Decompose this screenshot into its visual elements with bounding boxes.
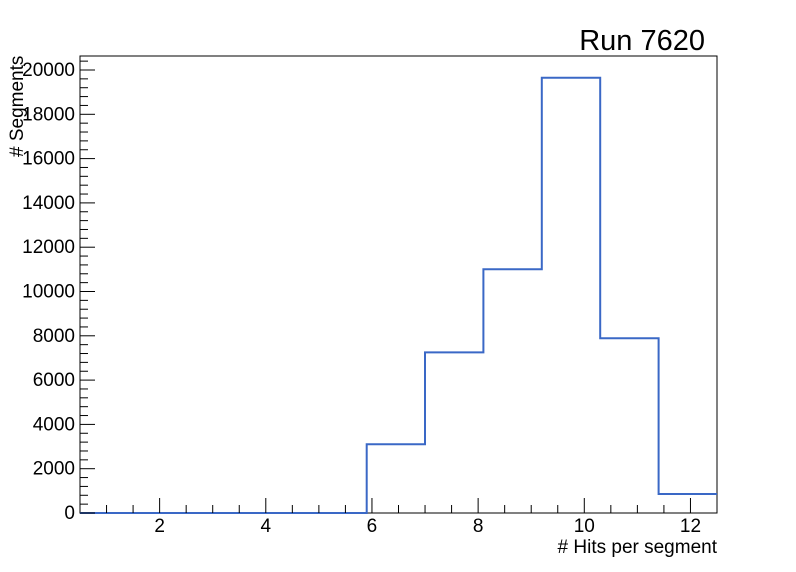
x-tick-label: 4 xyxy=(261,516,272,537)
y-tick-label: 2000 xyxy=(33,459,75,480)
y-axis-ticks xyxy=(80,60,95,514)
y-axis-tick-labels: 0 2000 4000 6000 8000 10000 12000 14000 16000 180… xyxy=(22,60,75,524)
y-tick-label: 20000 xyxy=(22,60,75,81)
y-axis-title: # Segments xyxy=(7,56,28,157)
plot-title: Run 7620 xyxy=(579,25,705,57)
x-axis-ticks xyxy=(106,498,691,513)
x-axis-title: # Hits per segment xyxy=(558,537,718,558)
y-tick-label: 8000 xyxy=(33,326,75,347)
x-axis-tick-labels: 2 4 6 8 10 12 xyxy=(154,516,701,537)
y-tick-label: 4000 xyxy=(33,414,75,435)
x-tick-label: 12 xyxy=(680,516,701,537)
x-tick-label: 10 xyxy=(574,516,595,537)
y-tick-label: 16000 xyxy=(22,149,75,170)
y-tick-label: 14000 xyxy=(22,193,75,214)
x-tick-label: 2 xyxy=(154,516,165,537)
y-tick-label: 12000 xyxy=(22,237,75,258)
y-tick-label: 6000 xyxy=(33,370,75,391)
y-tick-label: 0 xyxy=(64,503,75,524)
histogram-step-line xyxy=(80,76,717,514)
x-tick-label: 8 xyxy=(473,516,484,537)
y-tick-label: 10000 xyxy=(22,281,75,302)
y-tick-label: 18000 xyxy=(22,104,75,125)
x-tick-label: 6 xyxy=(367,516,378,537)
